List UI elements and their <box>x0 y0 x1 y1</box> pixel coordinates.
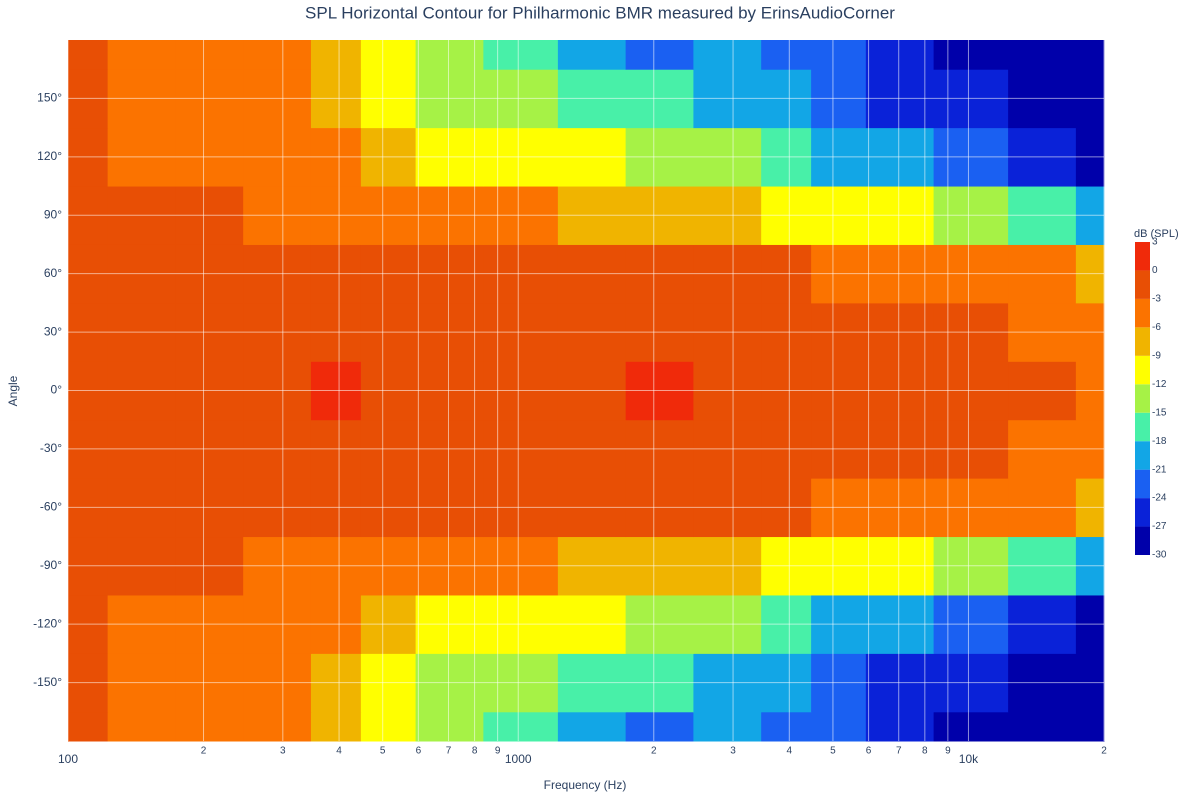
colorbar-band <box>1135 355 1150 385</box>
x-tick-label: 5 <box>830 746 836 757</box>
colorbar-tick-label: -3 <box>1152 294 1161 305</box>
y-tick-label: 30° <box>44 324 62 338</box>
contour-cell <box>175 40 244 70</box>
x-tick-label: 10k <box>959 752 979 766</box>
contour-cell <box>625 711 694 742</box>
y-tick-label: -150° <box>33 675 62 689</box>
contour-cell <box>1008 711 1077 742</box>
contour-cell <box>933 711 1009 742</box>
y-tick-label: 0° <box>51 383 63 397</box>
colorbar-tick-label: -12 <box>1152 379 1167 390</box>
x-tick-label: 2 <box>1101 746 1107 757</box>
x-tick-label: 4 <box>336 746 342 757</box>
contour-cell <box>1075 40 1105 70</box>
x-tick-label: 8 <box>922 746 928 757</box>
y-tick-label: -30° <box>40 441 62 455</box>
y-tick-label: 60° <box>44 266 62 280</box>
contour-cell <box>243 40 312 70</box>
colorbar-band <box>1135 327 1150 356</box>
x-tick-label: 3 <box>280 746 286 757</box>
contour-cell <box>107 711 176 742</box>
x-tick-label: 7 <box>446 746 452 757</box>
contour-cell <box>693 40 762 70</box>
contour-cell <box>811 40 867 70</box>
x-tick-label: 6 <box>416 746 422 757</box>
y-tick-label: -90° <box>40 558 62 572</box>
colorbar-band <box>1135 298 1150 328</box>
y-tick-label: 120° <box>37 149 62 163</box>
colorbar-tick-label: 3 <box>1152 237 1158 248</box>
contour-cell <box>360 40 417 70</box>
colorbar-tick-label: -15 <box>1152 407 1167 418</box>
colorbar-tick-label: -6 <box>1152 322 1161 333</box>
contour-cell <box>761 711 812 742</box>
y-axis-label: Angle <box>6 375 20 406</box>
x-tick-label: 3 <box>730 746 736 757</box>
contour-cell <box>360 711 417 742</box>
colorbar-band <box>1135 498 1150 527</box>
contour-cell <box>175 711 244 742</box>
colorbar-tick-label: -9 <box>1152 350 1161 361</box>
contour-cell <box>310 711 362 742</box>
contour-cell <box>415 711 484 742</box>
x-tick-label: 4 <box>787 746 793 757</box>
colorbar-tick-label: -24 <box>1152 493 1167 504</box>
y-tick-label: -120° <box>33 616 62 630</box>
colorbar-tick-label: -30 <box>1152 550 1167 561</box>
contour-cell <box>865 711 935 742</box>
contour-cell <box>415 40 484 70</box>
colorbar-tick-label: -21 <box>1152 464 1167 475</box>
contour-cell <box>761 40 812 70</box>
contour-cell <box>933 40 1009 70</box>
colorbar-title: dB (SPL) <box>1134 228 1179 240</box>
contour-cell <box>811 711 867 742</box>
contour-cell <box>1008 40 1077 70</box>
contour-cell <box>68 40 109 70</box>
contour-cell <box>107 40 176 70</box>
y-tick-label: 150° <box>37 91 62 105</box>
colorbar-band <box>1135 526 1150 555</box>
x-tick-label: 6 <box>866 746 872 757</box>
contour-cell <box>557 711 627 742</box>
x-tick-label: 8 <box>472 746 478 757</box>
x-axis-label: Frequency (Hz) <box>544 778 627 792</box>
contour-cell <box>243 711 312 742</box>
colorbar-band <box>1135 270 1150 299</box>
contour-cell <box>310 40 362 70</box>
colorbar-tick-label: -27 <box>1152 521 1167 532</box>
x-tick-label: 2 <box>201 746 207 757</box>
y-tick-label: -60° <box>40 500 62 514</box>
contour-cell <box>865 40 935 70</box>
x-tick-label: 100 <box>58 752 78 766</box>
colorbar-tick-label: -18 <box>1152 436 1167 447</box>
contour-cell <box>1075 711 1105 742</box>
contour-cell <box>68 711 109 742</box>
contour-cell <box>483 711 559 742</box>
x-tick-label: 2 <box>651 746 657 757</box>
x-tick-label: 9 <box>495 746 501 757</box>
colorbar-band <box>1135 384 1150 413</box>
colorbar-band <box>1135 242 1150 271</box>
y-tick-label: 90° <box>44 207 62 221</box>
colorbar-band <box>1135 469 1150 499</box>
x-tick-label: 9 <box>945 746 951 757</box>
colorbar-tick-label: 0 <box>1152 265 1158 276</box>
x-tick-label: 7 <box>896 746 902 757</box>
contour-cell <box>625 40 694 70</box>
contour-cell <box>693 711 762 742</box>
colorbar-band <box>1135 412 1150 442</box>
colorbar-band <box>1135 441 1150 470</box>
chart-title: SPL Horizontal Contour for Philharmonic … <box>305 3 895 22</box>
x-tick-label: 1000 <box>505 752 532 766</box>
contour-cell <box>483 40 559 70</box>
x-tick-label: 5 <box>380 746 386 757</box>
contour-cell <box>557 40 627 70</box>
